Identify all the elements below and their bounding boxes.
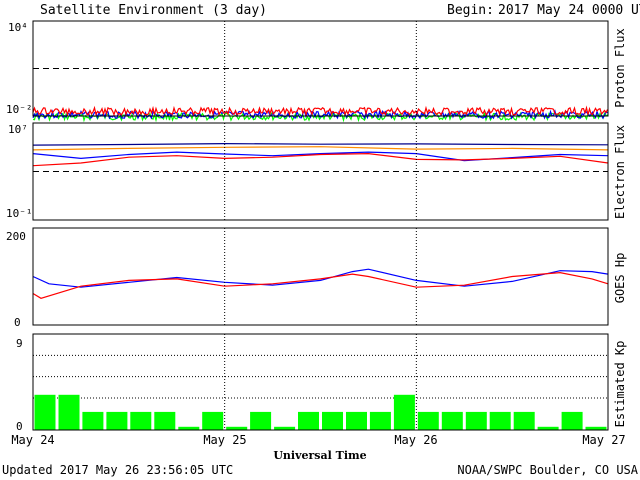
kp-bar-20 [513,411,535,430]
goes-hp-panel: 200 0 GOES Hp [6,227,627,329]
goes-series-0 [32,268,609,288]
electron-flux-ylabel: Electron Flux [613,125,627,219]
kp-bar-4 [130,411,152,430]
goes-ytick-bottom: 0 [14,316,21,329]
kp-bar-0 [34,394,56,430]
proton-flux-ylabel: Proton Flux [613,28,627,107]
xtick-may25: May 25 [203,433,246,447]
kp-ytick-top: 9 [16,337,23,350]
kp-bar-10 [274,426,296,430]
kp-bar-6 [178,426,200,430]
kp-bar-12 [322,411,343,430]
electron-ytick-bottom: 10⁻¹ [6,207,33,220]
kp-bar-11 [298,411,319,430]
kp-bar-3 [106,411,128,430]
goes-series-1 [32,271,609,299]
electron-flux-series [32,142,609,172]
kp-bar-17 [441,411,463,430]
credit-text: NOAA/SWPC Boulder, CO USA [457,463,638,477]
proton-series-1 [32,109,608,120]
proton-flux-series [32,68,609,123]
electron-flux-frame [32,122,609,221]
kp-ytick-bottom: 0 [16,420,23,433]
kp-bar-19 [489,411,511,430]
day-separators [224,21,417,430]
proton-ytick-top: 10⁴ [8,21,28,34]
kp-panel: 9 0 Estimated Kp [16,333,627,433]
kp-bar-16 [417,411,439,430]
xtick-may24: May 24 [11,433,54,447]
chart-title: Satellite Environment (3 day) [40,3,267,18]
goes-hp-frame [32,227,609,326]
kp-frame [32,333,609,431]
kp-bars [33,333,608,430]
kp-bar-13 [346,411,367,430]
electron-series-2 [32,151,609,162]
electron-series-3 [32,152,609,167]
proton-ytick-bottom: 10⁻² [6,103,33,116]
electron-series-0 [32,142,609,146]
begin-value: 2017 May 24 0000 UTC [498,3,640,18]
updated-timestamp: Updated 2017 May 26 23:56:05 UTC [2,463,233,477]
electron-series-1 [32,146,609,151]
kp-bar-2 [82,411,104,430]
proton-flux-frame [32,20,609,117]
electron-ytick-top: 10⁷ [8,123,28,136]
goes-hp-series [32,268,609,299]
kp-bar-8 [226,426,248,430]
kp-ylabel: Estimated Kp [613,341,627,428]
kp-bar-7 [202,411,224,430]
goes-hp-ylabel: GOES Hp [613,253,627,304]
kp-bar-15 [393,394,415,430]
kp-bar-1 [58,394,80,430]
begin-label: Begin: [447,3,494,18]
kp-bar-21 [537,426,559,430]
x-axis-title: Universal Time [273,449,366,462]
proton-flux-panel: 10⁴ 10⁻² Proton Flux [6,20,627,123]
kp-bar-22 [561,411,583,430]
kp-bar-9 [250,411,272,430]
xtick-may26: May 26 [394,433,437,447]
xtick-may27: May 27 [582,433,625,447]
goes-ytick-top: 200 [6,230,26,243]
kp-bar-14 [369,411,391,430]
electron-flux-panel: 10⁷ 10⁻¹ Electron Flux [6,122,627,221]
proton-series-2 [32,105,609,117]
kp-bar-23 [585,426,607,430]
kp-bar-5 [154,411,176,430]
kp-bar-18 [465,411,487,430]
